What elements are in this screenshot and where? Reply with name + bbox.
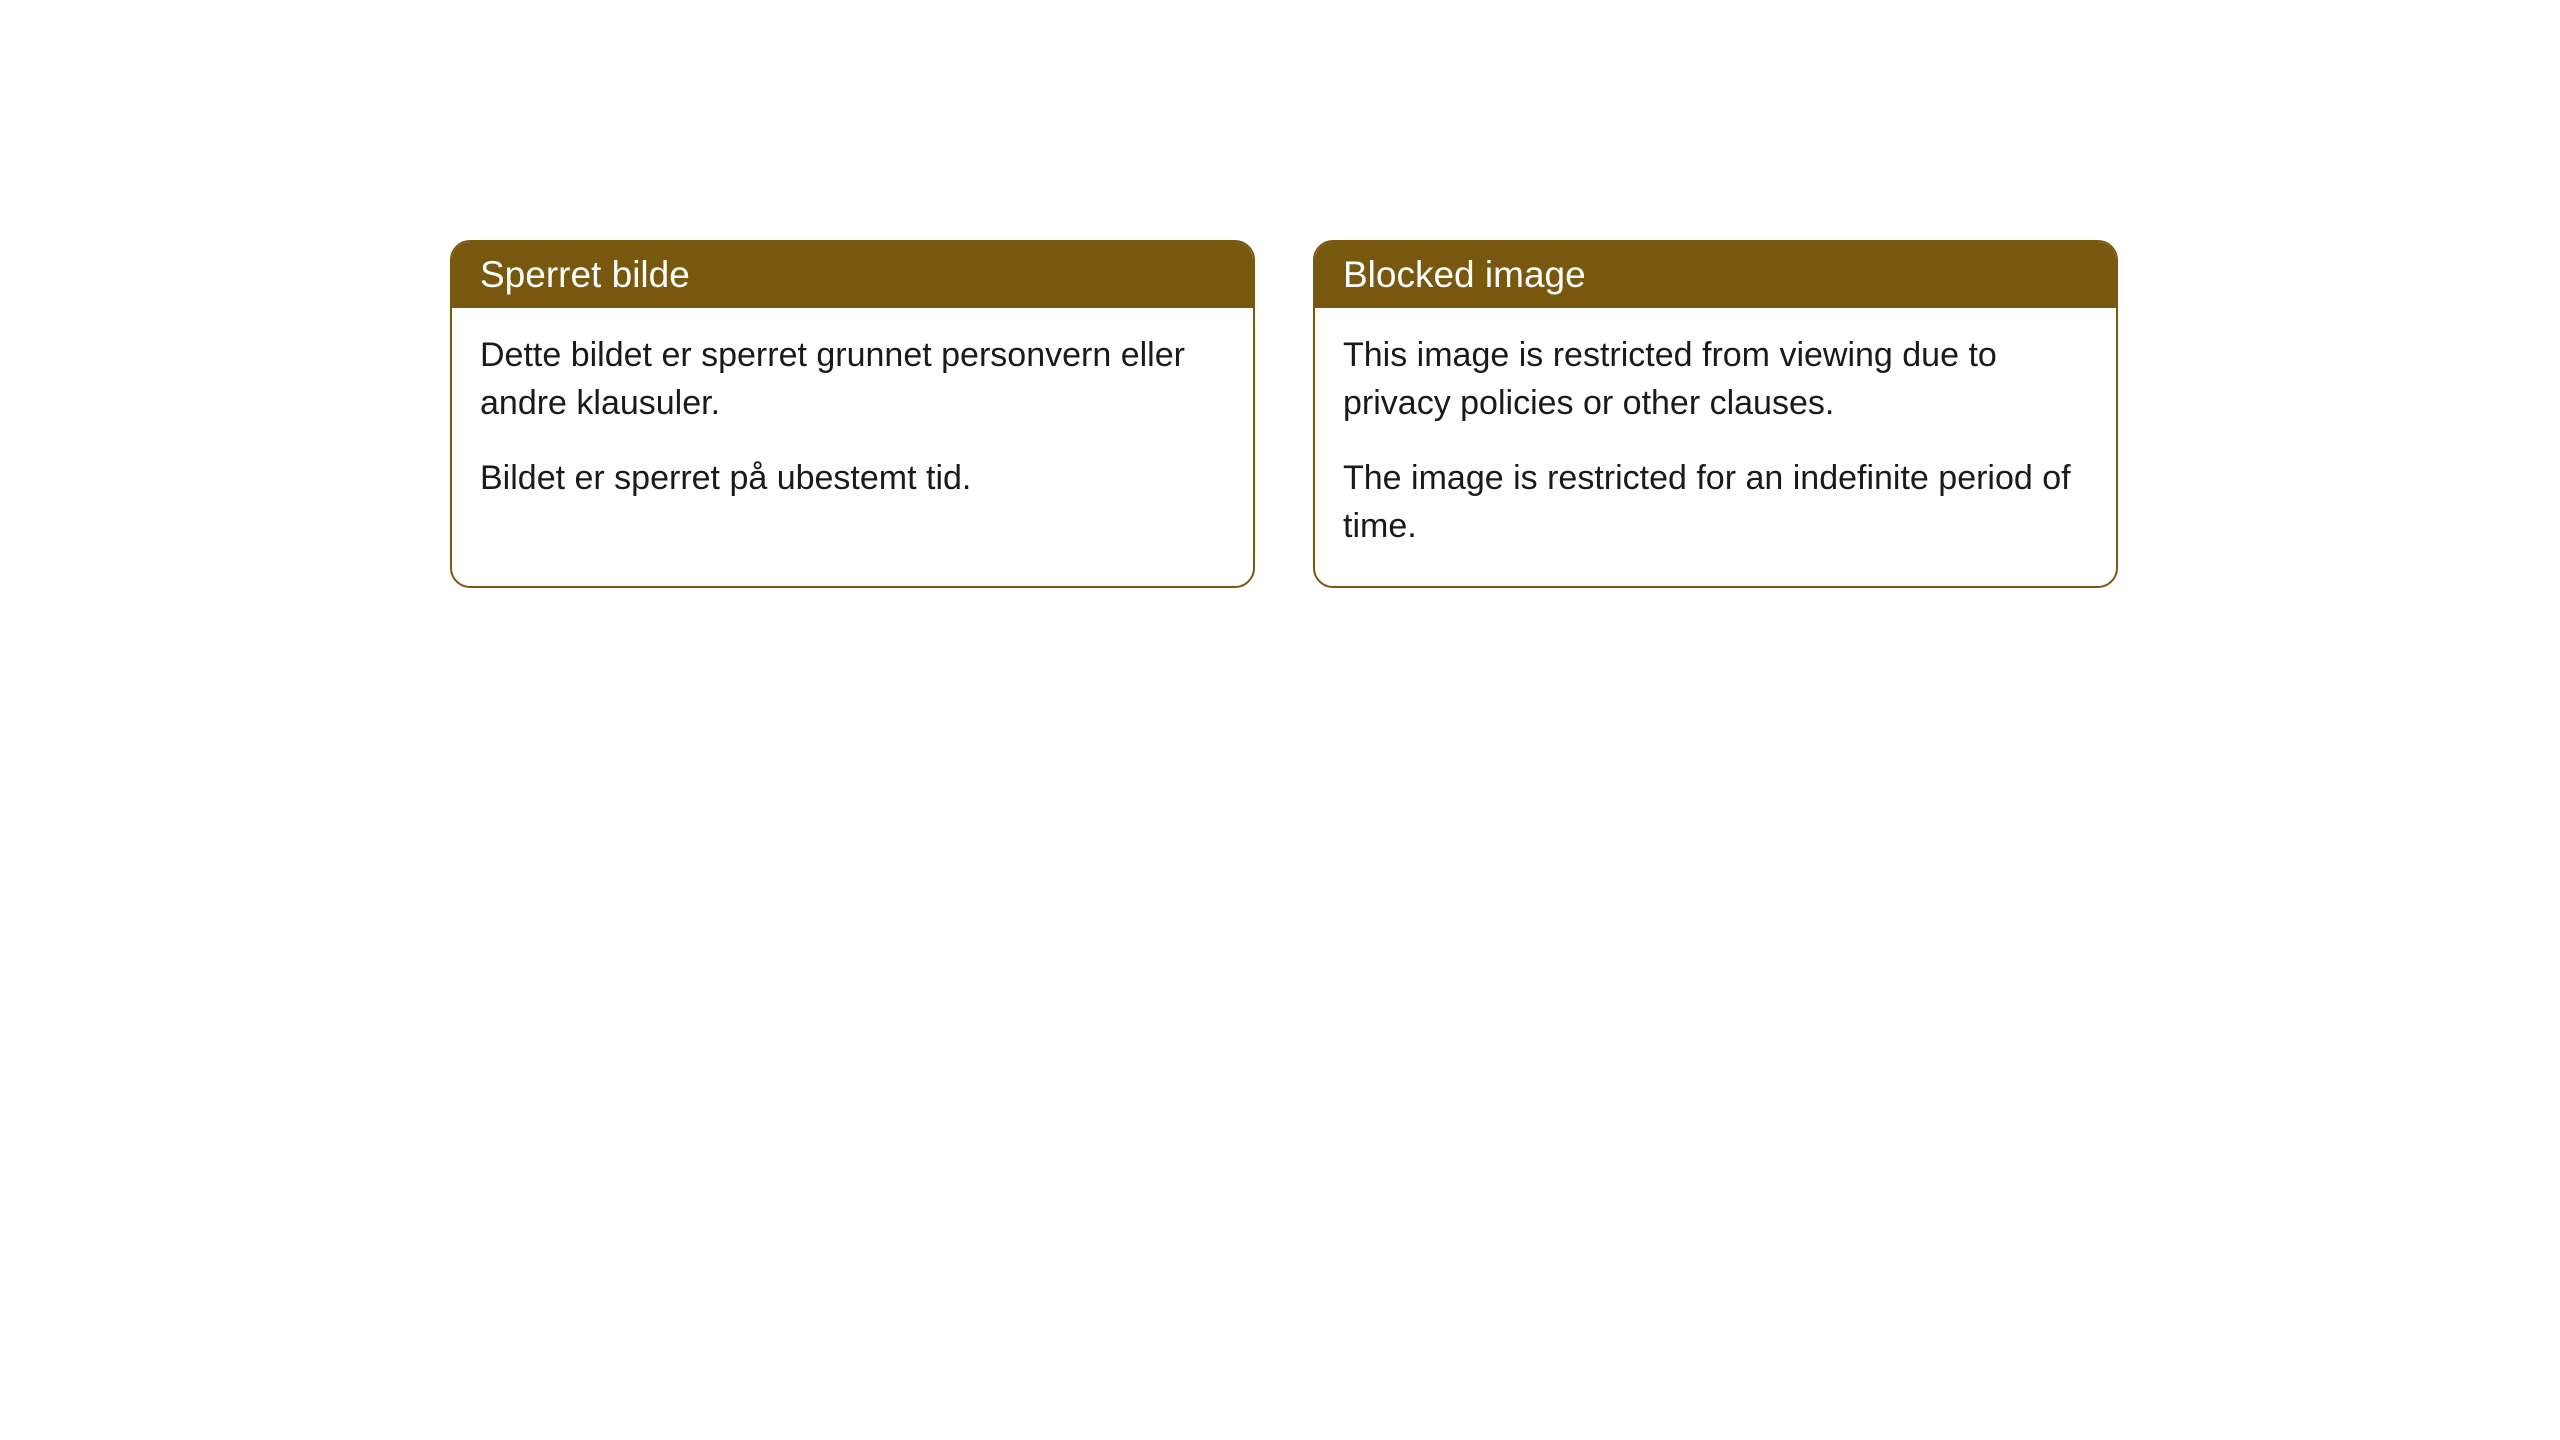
notice-card-norwegian: Sperret bilde Dette bildet er sperret gr… <box>450 240 1255 588</box>
card-header: Blocked image <box>1315 242 2116 308</box>
notice-card-english: Blocked image This image is restricted f… <box>1313 240 2118 588</box>
card-paragraph: This image is restricted from viewing du… <box>1343 332 2088 427</box>
card-body: This image is restricted from viewing du… <box>1315 308 2116 586</box>
notice-cards-container: Sperret bilde Dette bildet er sperret gr… <box>450 240 2118 588</box>
card-paragraph: The image is restricted for an indefinit… <box>1343 455 2088 550</box>
card-title: Blocked image <box>1343 254 1586 295</box>
card-body: Dette bildet er sperret grunnet personve… <box>452 308 1253 539</box>
card-title: Sperret bilde <box>480 254 690 295</box>
card-header: Sperret bilde <box>452 242 1253 308</box>
card-paragraph: Bildet er sperret på ubestemt tid. <box>480 455 1225 503</box>
card-paragraph: Dette bildet er sperret grunnet personve… <box>480 332 1225 427</box>
